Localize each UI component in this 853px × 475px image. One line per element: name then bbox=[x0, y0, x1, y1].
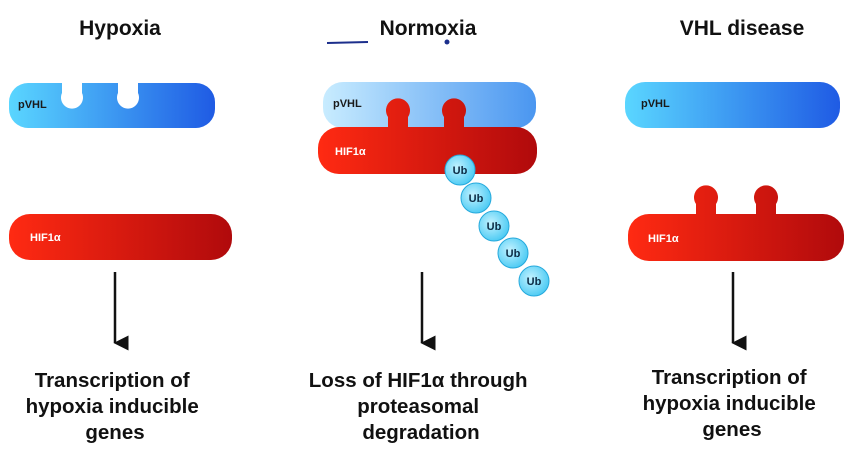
ub-label: Ub bbox=[527, 276, 542, 288]
column-title-normoxia: Normoxia bbox=[380, 17, 477, 40]
ubiquitin: Ub bbox=[497, 237, 529, 269]
column-normoxia: Normoxia pVHL HIF1α Ub Ub Ub bbox=[309, 17, 550, 444]
outcome-line: proteasomal bbox=[357, 395, 479, 418]
hif1a-normoxia: HIF1α bbox=[318, 98, 537, 174]
outcome-line: hypoxia inducible bbox=[643, 392, 816, 415]
hif1a-label: HIF1α bbox=[648, 233, 679, 245]
outcome-line: Loss of HIF1α through bbox=[309, 369, 528, 392]
ub-label: Ub bbox=[453, 165, 468, 177]
outcome-line: Transcription of bbox=[652, 366, 807, 389]
ub-label: Ub bbox=[487, 221, 502, 233]
outcome-hypoxia: Transcription of hypoxia inducible genes bbox=[26, 369, 205, 444]
stray-pen-dot bbox=[444, 39, 450, 45]
ubiquitin: Ub bbox=[444, 154, 476, 186]
pvhl-mutant: pVHL bbox=[625, 82, 840, 128]
outcome-line: hypoxia inducible bbox=[26, 395, 199, 418]
outcome-vhl-disease: Transcription of hypoxia inducible genes bbox=[643, 366, 822, 441]
outcome-normoxia: Loss of HIF1α through proteasomal degrad… bbox=[309, 369, 533, 444]
pvhl-label: pVHL bbox=[641, 98, 670, 110]
column-vhl-disease: VHL disease pVHL HIF1α Transcription of … bbox=[625, 17, 844, 441]
ubiquitin: Ub bbox=[460, 182, 492, 214]
ub-label: Ub bbox=[469, 193, 484, 205]
hif1a-vhl-disease: HIF1α bbox=[628, 185, 844, 261]
column-title-vhl-disease: VHL disease bbox=[680, 17, 805, 40]
outcome-line: degradation bbox=[362, 421, 479, 444]
hif1a-label: HIF1α bbox=[30, 232, 61, 244]
pvhl-hypoxia: pVHL bbox=[9, 83, 215, 128]
pvhl-normoxia: pVHL bbox=[323, 82, 536, 128]
outcome-line: genes bbox=[85, 421, 144, 444]
outcome-line: Transcription of bbox=[35, 369, 190, 392]
hif1a-label: HIF1α bbox=[335, 146, 366, 158]
hif1a-hypoxia: HIF1α bbox=[9, 214, 232, 260]
ubiquitin-chain: Ub Ub Ub Ub Ub bbox=[444, 154, 550, 297]
ubiquitin: Ub bbox=[518, 265, 550, 297]
ub-label: Ub bbox=[506, 248, 521, 260]
column-title-hypoxia: Hypoxia bbox=[79, 17, 161, 40]
pvhl-label: pVHL bbox=[18, 99, 47, 111]
ubiquitin: Ub bbox=[478, 210, 510, 242]
stray-pen-mark bbox=[326, 41, 369, 44]
outcome-line: genes bbox=[702, 418, 761, 441]
column-hypoxia: Hypoxia pVHL HIF1α Transcription of hypo… bbox=[9, 17, 232, 444]
pvhl-label: pVHL bbox=[333, 98, 362, 110]
